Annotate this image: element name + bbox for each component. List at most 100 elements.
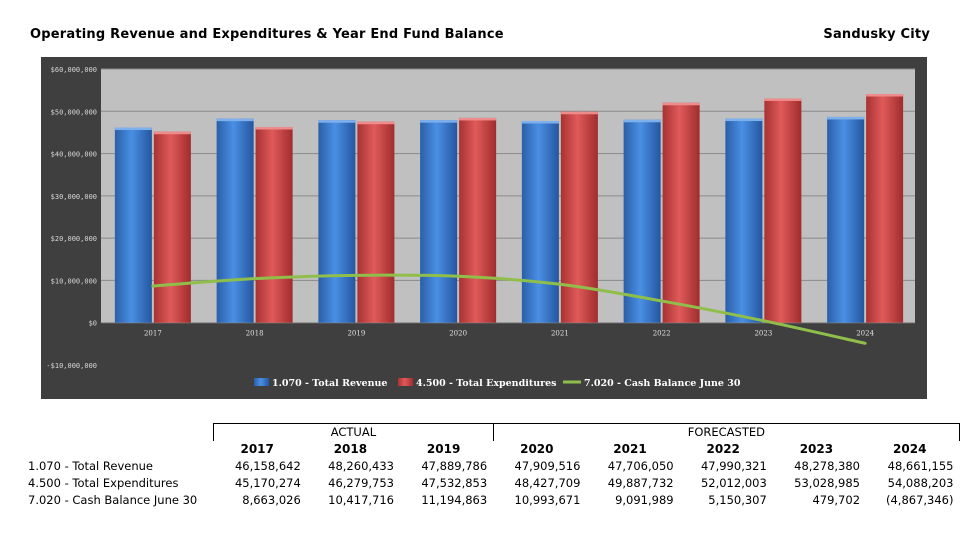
expenditure-bar bbox=[764, 98, 802, 323]
group-forecasted: FORECASTED bbox=[492, 423, 960, 441]
y-tick-label: -$10,000,000 bbox=[46, 362, 97, 370]
year-header: 2021 bbox=[613, 442, 647, 456]
row-label: 1.070 - Total Revenue bbox=[28, 459, 153, 473]
bar-top-highlight bbox=[459, 117, 497, 121]
revenue-bar bbox=[623, 119, 661, 323]
legend-revenue: 1.070 - Total Revenue bbox=[254, 378, 387, 389]
x-tick-label: 2024 bbox=[856, 330, 874, 338]
expenditure-bar bbox=[560, 111, 598, 323]
x-tick-label: 2021 bbox=[551, 330, 569, 338]
table-cell: 47,909,516 bbox=[514, 459, 581, 473]
row-label: 4.500 - Total Expenditures bbox=[28, 476, 179, 490]
table-cell: 52,012,003 bbox=[700, 476, 767, 490]
revenue-bar bbox=[216, 118, 254, 323]
revenue-bar bbox=[114, 127, 152, 323]
expenditure-bar bbox=[255, 127, 293, 323]
bars bbox=[114, 93, 904, 323]
table-cell: 47,990,321 bbox=[700, 459, 767, 473]
revenue-bar bbox=[827, 116, 865, 323]
expenditure-bar bbox=[866, 93, 904, 323]
y-tick-label: $0 bbox=[89, 320, 97, 328]
y-tick-label: $60,000,000 bbox=[51, 66, 97, 74]
chart: -$10,000,000 $0 $10,000,000 $20,000,000 $30,… bbox=[46, 66, 915, 389]
bar-top-highlight bbox=[153, 131, 191, 135]
revenue-bar bbox=[725, 118, 763, 323]
table-row: 1.070 - Total Revenue 46,158,642 48,260,… bbox=[22, 458, 960, 475]
year-header: 2020 bbox=[520, 442, 554, 456]
bar-top-highlight bbox=[420, 120, 458, 123]
x-tick-label: 2020 bbox=[449, 330, 467, 338]
bar-top-highlight bbox=[623, 119, 661, 123]
chart-panel: -$10,000,000 $0 $10,000,000 $20,000,000 $30,… bbox=[41, 57, 927, 399]
x-axis-tick-labels: 2017 2018 2019 2020 2021 2022 2023 2024 bbox=[144, 330, 875, 338]
table-cell: 45,170,274 bbox=[234, 476, 301, 490]
bar-top-highlight bbox=[255, 127, 293, 130]
year-header: 2022 bbox=[706, 442, 740, 456]
bar-top-highlight bbox=[521, 120, 559, 124]
x-tick-label: 2017 bbox=[144, 330, 162, 338]
year-header: 2017 bbox=[240, 442, 274, 456]
year-header: 2024 bbox=[893, 442, 927, 456]
bar-top-highlight bbox=[662, 102, 700, 106]
expenditure-bar bbox=[357, 121, 395, 323]
legend: 1.070 - Total Revenue 4.500 - Total Expen… bbox=[254, 378, 741, 389]
bar-top-highlight bbox=[725, 118, 763, 122]
table-cell: 53,028,985 bbox=[794, 476, 861, 490]
bar-top-highlight bbox=[318, 120, 356, 123]
expenditure-bar bbox=[459, 117, 497, 323]
table-cell: 46,279,753 bbox=[328, 476, 394, 490]
legend-swatch bbox=[398, 378, 413, 386]
table-cell: 48,278,380 bbox=[794, 459, 861, 473]
table-cell: 48,661,155 bbox=[887, 459, 954, 473]
year-header: 2018 bbox=[333, 442, 368, 456]
x-tick-label: 2018 bbox=[246, 330, 264, 338]
table-cell: 10,417,716 bbox=[328, 493, 394, 507]
cash-balance-line-path bbox=[151, 273, 867, 345]
chart-title: Operating Revenue and Expenditures & Yea… bbox=[30, 27, 504, 42]
revenue-bar bbox=[420, 120, 458, 323]
y-tick-label: $30,000,000 bbox=[51, 193, 97, 201]
expenditure-bar bbox=[662, 102, 700, 323]
legend-label: 1.070 - Total Revenue bbox=[272, 378, 387, 389]
bar-top-highlight bbox=[827, 116, 865, 120]
bar-top-highlight bbox=[764, 98, 802, 101]
x-tick-label: 2022 bbox=[653, 330, 671, 338]
bar-top-highlight bbox=[216, 118, 254, 122]
revenue-bar bbox=[521, 120, 559, 323]
table-cell: 47,532,853 bbox=[421, 476, 488, 490]
y-tick-label: $50,000,000 bbox=[51, 108, 97, 116]
city-name: Sandusky City bbox=[823, 27, 930, 42]
x-tick-label: 2019 bbox=[347, 330, 365, 338]
bar-top-highlight bbox=[866, 93, 904, 97]
bar-top-highlight bbox=[114, 127, 152, 131]
table-cell: 479,702 bbox=[812, 493, 861, 507]
table-cell: 47,706,050 bbox=[607, 459, 674, 473]
table-cell: 49,887,732 bbox=[607, 476, 674, 490]
row-label: 7.020 - Cash Balance June 30 bbox=[28, 493, 198, 507]
legend-label: 7.020 - Cash Balance June 30 bbox=[584, 378, 741, 389]
table-cell: 46,158,642 bbox=[234, 459, 301, 473]
data-table: ACTUAL FORECASTED 2017 2018 2019 2020 20… bbox=[22, 423, 960, 509]
legend-cash-balance: 7.020 - Cash Balance June 30 bbox=[563, 378, 741, 389]
year-header: 2019 bbox=[426, 442, 461, 456]
legend-expenditures: 4.500 - Total Expenditures bbox=[398, 378, 557, 389]
y-axis-tick-labels: -$10,000,000 $0 $10,000,000 $20,000,000 $30,… bbox=[46, 66, 97, 370]
table-row: 4.500 - Total Expenditures 45,170,274 46… bbox=[22, 475, 960, 492]
y-tick-label: $20,000,000 bbox=[51, 235, 97, 243]
y-tick-label: $10,000,000 bbox=[51, 277, 97, 285]
table-cell: 5,150,307 bbox=[708, 493, 767, 507]
bar-top-highlight bbox=[357, 121, 395, 125]
y-tick-label: $40,000,000 bbox=[51, 151, 97, 159]
table-cell: 10,993,671 bbox=[514, 493, 581, 507]
cash-balance-line bbox=[151, 273, 867, 345]
legend-label: 4.500 - Total Expenditures bbox=[416, 378, 557, 389]
x-tick-label: 2023 bbox=[754, 330, 772, 338]
table-cell: 9,091,989 bbox=[615, 493, 674, 507]
legend-swatch bbox=[254, 378, 269, 386]
table-row: 7.020 - Cash Balance June 30 8,663,026 1… bbox=[22, 492, 960, 509]
expenditure-bar bbox=[153, 131, 191, 323]
year-header: 2023 bbox=[799, 442, 834, 456]
table-cell: (4,867,346) bbox=[885, 493, 954, 507]
table-cell: 48,427,709 bbox=[514, 476, 581, 490]
table-cell: 48,260,433 bbox=[328, 459, 394, 473]
